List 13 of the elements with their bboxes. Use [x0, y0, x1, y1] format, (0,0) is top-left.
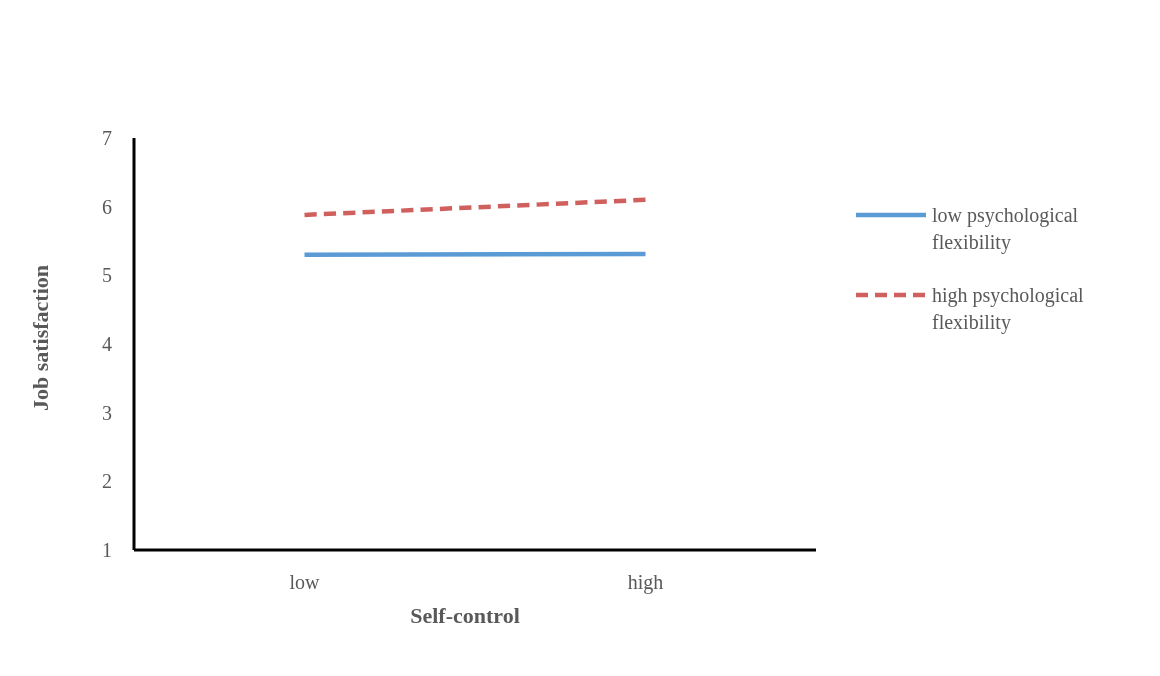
y-tick-label: 1 [102, 539, 112, 561]
x-axis-title: Self-control [410, 603, 520, 628]
x-tick-label: high [627, 571, 664, 594]
x-tick-label: low [289, 571, 321, 593]
y-axis-title: Job satisfaction [28, 264, 53, 412]
y-tick-label: 2 [102, 470, 112, 493]
legend-label: high psychological flexibility [932, 284, 1085, 334]
y-tick-label: 5 [102, 264, 112, 287]
legend-label: low psychological flexibility [932, 204, 1079, 254]
y-tick-label: 6 [102, 195, 112, 218]
y-tick-label: 4 [102, 333, 112, 355]
y-tick-label: 7 [102, 127, 112, 149]
y-tick-label: 3 [102, 401, 112, 424]
